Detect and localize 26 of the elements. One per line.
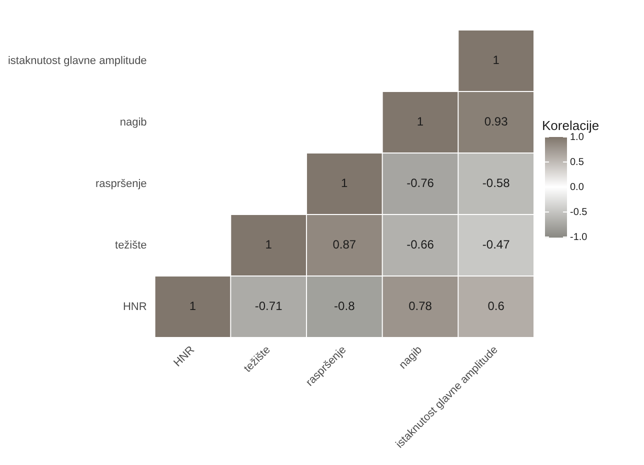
data-label: -0.58 [482,176,510,190]
y-tick-label: istaknutost glavne amplitude [8,54,147,67]
data-label: 1 [341,176,348,190]
color-bar-label: 0.5 [570,156,584,168]
data-label: -0.76 [406,176,434,190]
data-label: 1 [189,299,196,314]
color-bar-label: 0.0 [570,182,584,193]
color-bar-title: Korelacije [542,118,600,133]
data-label: -0.47 [482,238,510,252]
data-label: 0.78 [408,299,432,314]
data-label: -0.8 [334,299,356,314]
data-label: 0.87 [332,238,356,252]
data-label: -0.71 [254,299,283,314]
data-label: 1 [492,53,500,68]
y-tick-label: HNR [122,300,147,313]
color-bar-label: -0.5 [570,206,588,218]
data-label: 1 [265,238,272,252]
y-tick-label: težište [115,239,147,252]
color-bar-label: 1.0 [570,132,584,143]
data-label: 1 [416,114,424,129]
color-bar-label: -1.0 [570,232,588,243]
data-label: 0.6 [488,299,505,314]
data-label: -0.66 [406,238,434,252]
y-tick-label: raspršenje [95,178,147,190]
data-label: 0.93 [484,114,508,129]
y-tick-label: nagib [120,116,147,128]
